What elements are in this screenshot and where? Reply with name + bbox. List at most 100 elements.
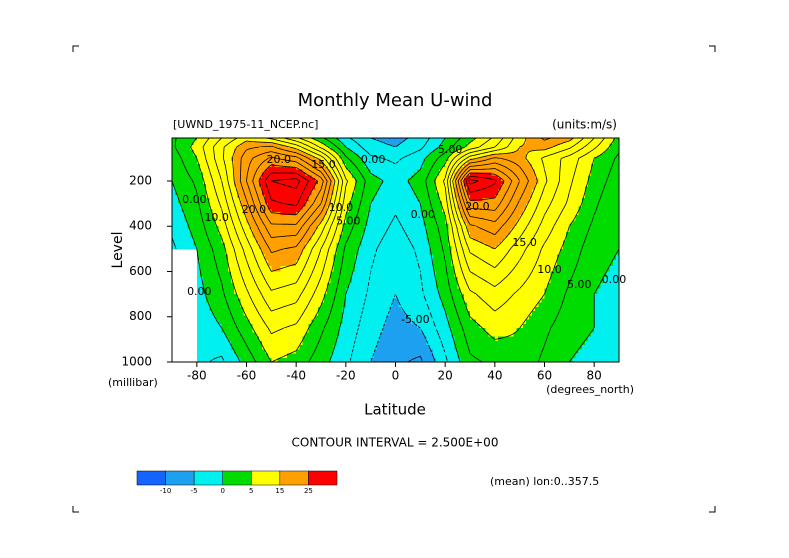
field-fill (370, 192, 378, 196)
field-fill (463, 180, 471, 185)
field-fill (321, 234, 341, 239)
field-fill (262, 172, 272, 176)
field-fill (519, 140, 527, 142)
contour-field (171, 137, 620, 363)
field-fill (389, 311, 397, 316)
field-fill (246, 240, 257, 244)
field-fill (591, 169, 595, 174)
field-fill (339, 328, 347, 333)
field-cell (295, 180, 322, 205)
field-fill (519, 209, 524, 213)
field-fill (420, 161, 425, 165)
field-fill (470, 158, 496, 162)
field-fill (172, 140, 195, 142)
field-fill (172, 203, 182, 208)
field-fill (271, 306, 297, 312)
field-fill (544, 277, 552, 284)
field-fill (196, 154, 223, 157)
field-fill (221, 209, 244, 213)
field-fill (435, 186, 446, 191)
field-fill (420, 234, 428, 239)
contour-line (271, 158, 297, 182)
field-fill (321, 155, 341, 158)
contour-line (424, 226, 444, 249)
field-fill (494, 226, 515, 230)
field-fill (246, 152, 272, 155)
field-fill (494, 243, 499, 247)
field-fill (470, 336, 496, 342)
field-fill (581, 197, 595, 202)
field-fill (417, 197, 421, 202)
field-fill (569, 143, 595, 146)
field-fill (594, 147, 611, 150)
field-fill (296, 260, 322, 267)
field-cell (594, 226, 620, 250)
field-fill (271, 223, 297, 227)
field-fill (330, 197, 347, 202)
field-fill (445, 142, 471, 145)
contour-line (581, 226, 591, 250)
field-fill (345, 140, 372, 142)
field-fill (594, 154, 601, 157)
field-fill (258, 243, 272, 247)
field-fill (494, 197, 521, 202)
field-fill (196, 345, 223, 350)
field-cell (271, 180, 297, 205)
field-fill (606, 271, 620, 278)
field-fill (249, 223, 272, 227)
field-fill (513, 151, 521, 154)
field-fill (426, 229, 446, 233)
field-cell (469, 180, 496, 205)
field-fill (423, 212, 446, 216)
field-fill (193, 141, 198, 144)
field-fill (333, 192, 347, 196)
field-fill (308, 328, 322, 333)
field-fill (243, 306, 248, 312)
field-fill (296, 172, 307, 176)
field-fill (271, 192, 297, 196)
field-cell (494, 327, 521, 363)
field-fill (420, 142, 443, 145)
field-fill (271, 319, 297, 325)
field-cell (568, 248, 595, 295)
field-fill (572, 139, 595, 141)
field-fill (594, 166, 620, 171)
field-fill (516, 223, 521, 227)
field-fill (438, 172, 446, 176)
field-fill (345, 260, 356, 267)
field-fill (463, 183, 471, 188)
field-fill (184, 212, 198, 216)
field-cell (196, 180, 223, 205)
field-cell (320, 146, 347, 159)
field-fill (494, 306, 521, 312)
field-fill (569, 349, 580, 355)
y-tick-label: 600 (129, 264, 152, 278)
field-fill (429, 240, 446, 244)
field-fill (172, 234, 192, 239)
field-fill (597, 288, 620, 295)
field-fill (373, 138, 397, 140)
contour-line-negative (349, 137, 362, 148)
field-cell (295, 327, 322, 363)
field-fill (345, 345, 372, 350)
field-fill (404, 311, 421, 316)
field-fill (470, 323, 480, 329)
field-fill (234, 288, 248, 295)
field-fill (395, 234, 421, 239)
field-fill (199, 260, 223, 267)
field-fill (196, 231, 220, 236)
field-fill (420, 139, 446, 141)
field-fill (466, 143, 471, 146)
field-fill (321, 138, 338, 140)
field-fill (494, 357, 521, 363)
field-fill (417, 195, 421, 199)
field-fill (305, 203, 322, 208)
field-fill (370, 166, 397, 171)
field-fill (196, 139, 223, 141)
field-fill (569, 223, 595, 227)
field-fill (491, 154, 496, 157)
field-fill (569, 294, 595, 299)
field-fill (420, 353, 434, 359)
field-fill (566, 141, 570, 144)
field-fill (317, 311, 322, 316)
